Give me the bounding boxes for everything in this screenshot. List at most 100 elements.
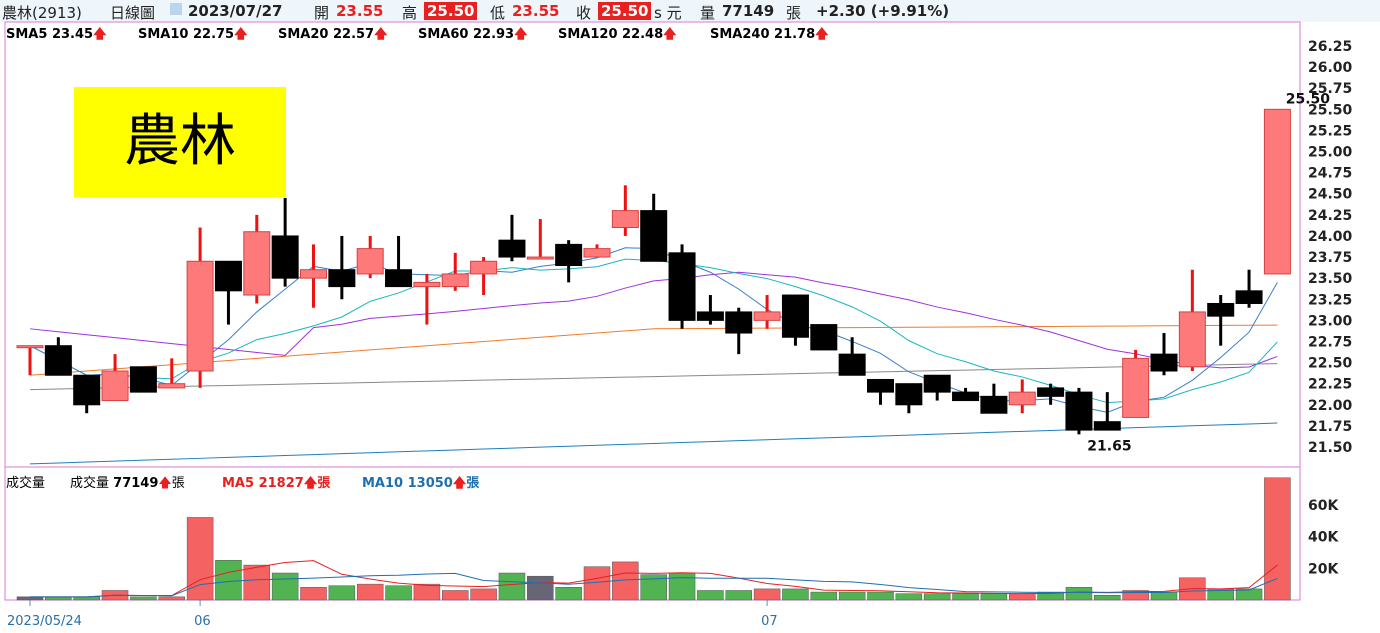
up-arrow-icon: 🡅 xyxy=(158,476,172,491)
candle-body xyxy=(952,391,980,402)
volume-title: 成交量 xyxy=(6,476,46,491)
price-tick-label: 24.00 xyxy=(1308,229,1353,245)
volume-bar xyxy=(470,588,497,601)
price-tick-label: 24.25 xyxy=(1308,208,1352,224)
up-arrow-icon: 🡅 xyxy=(303,476,318,491)
ma5-unit: 張 xyxy=(317,476,331,491)
stock-name: 農林(2913) xyxy=(2,4,82,22)
candle-body xyxy=(16,345,44,349)
candle xyxy=(1235,269,1263,308)
period-label: 日線圖 xyxy=(110,4,156,22)
candle-body xyxy=(555,243,583,266)
candle-body xyxy=(753,311,781,321)
candle xyxy=(1037,383,1065,405)
candle xyxy=(526,219,554,260)
candle-body xyxy=(271,235,299,279)
candle xyxy=(498,214,526,262)
candle xyxy=(838,337,866,376)
up-arrow-icon: 🡅 xyxy=(663,27,677,42)
volume-bar xyxy=(1065,587,1093,601)
ma5-value: 21827 xyxy=(258,476,304,491)
volume-bar xyxy=(1094,594,1121,601)
price-tick-label: 23.75 xyxy=(1308,250,1352,266)
price-annotation: 25.50 xyxy=(1286,91,1331,107)
candle-body xyxy=(158,383,186,389)
sma60-line xyxy=(29,324,1278,376)
chart-header: 農林(2913) 日線圖 2023/07/27 開 23.55 高 25.50 … xyxy=(0,0,1380,22)
candle xyxy=(753,295,781,329)
candle xyxy=(300,244,327,308)
up-arrow-icon: 🡅 xyxy=(452,476,467,491)
close-value: 25.50 xyxy=(598,2,652,20)
close-label: 收 xyxy=(576,4,592,22)
candle-body xyxy=(810,324,838,351)
volume-bar xyxy=(1150,591,1178,601)
candle-body xyxy=(44,345,72,376)
vol-unit: 張 xyxy=(171,476,185,491)
sma60-name: SMA60 xyxy=(418,27,469,42)
candle xyxy=(1263,108,1291,275)
candle-body xyxy=(328,269,356,288)
candle xyxy=(1093,392,1121,431)
candle-body xyxy=(356,248,384,275)
volume-readout: 成交量 77149🡅張 xyxy=(70,472,185,496)
candle-body xyxy=(668,252,696,321)
high-value: 25.50 xyxy=(424,2,478,20)
candle xyxy=(1178,269,1206,372)
volume-tick-label: 20K xyxy=(1308,561,1339,577)
candle xyxy=(781,294,809,346)
volume-bar xyxy=(413,583,441,601)
volume-bar xyxy=(271,572,299,601)
dropdown-icon[interactable] xyxy=(170,3,182,15)
sma240-label: SMA240 21.78🡅 xyxy=(710,25,829,47)
volume-bar xyxy=(158,596,185,601)
price-tick-label: 21.50 xyxy=(1308,440,1353,456)
volume-bar xyxy=(215,560,242,601)
candle-body xyxy=(498,239,526,258)
volume-tick-label: 60K xyxy=(1308,498,1339,514)
volume-bar xyxy=(725,590,752,601)
price-tick-label: 22.50 xyxy=(1308,356,1353,372)
open-value: 23.55 xyxy=(336,2,384,20)
candle-body xyxy=(583,248,611,258)
volume-unit: 張 xyxy=(786,4,802,22)
volume-bar xyxy=(442,590,469,601)
volume-bar xyxy=(810,591,838,601)
sma5-name: SMA5 xyxy=(6,27,48,42)
candle-body xyxy=(300,269,327,279)
volume-ma10-line xyxy=(30,572,1278,598)
candle-body xyxy=(895,383,923,406)
ma5-name: MA5 xyxy=(222,476,255,491)
sma10-name: SMA10 xyxy=(138,27,189,42)
up-arrow-icon: 🡅 xyxy=(374,27,388,42)
candle-body xyxy=(1008,391,1036,406)
price-tick-label: 22.00 xyxy=(1308,398,1353,414)
candle xyxy=(980,383,1008,414)
volume-label: 量 xyxy=(700,4,716,22)
candle-body xyxy=(640,210,668,262)
candle-body xyxy=(867,378,894,393)
candle xyxy=(611,185,639,236)
volume-bar xyxy=(895,593,923,601)
volume-bar xyxy=(130,596,157,601)
candle xyxy=(1008,379,1036,414)
candle xyxy=(583,244,611,258)
candle-body xyxy=(923,374,951,393)
candle xyxy=(1150,333,1178,376)
volume-bar xyxy=(328,585,356,601)
price-tick-label: 25.50 xyxy=(1308,102,1353,118)
price-tick-label: 25.75 xyxy=(1308,81,1352,97)
candle-body xyxy=(214,260,242,292)
sma10-label: SMA10 22.75🡅 xyxy=(138,25,247,47)
candle-body xyxy=(385,269,413,288)
volume-tick-label: 40K xyxy=(1308,530,1339,546)
candle-body xyxy=(980,395,1008,414)
candle-body xyxy=(696,311,724,321)
open-label: 開 xyxy=(314,4,330,22)
candle xyxy=(356,235,384,279)
candle-body xyxy=(1263,108,1291,275)
volume-bar xyxy=(300,587,327,601)
sma20-line xyxy=(29,271,1278,369)
volume-bar xyxy=(668,572,696,601)
volume-bar xyxy=(923,593,951,601)
